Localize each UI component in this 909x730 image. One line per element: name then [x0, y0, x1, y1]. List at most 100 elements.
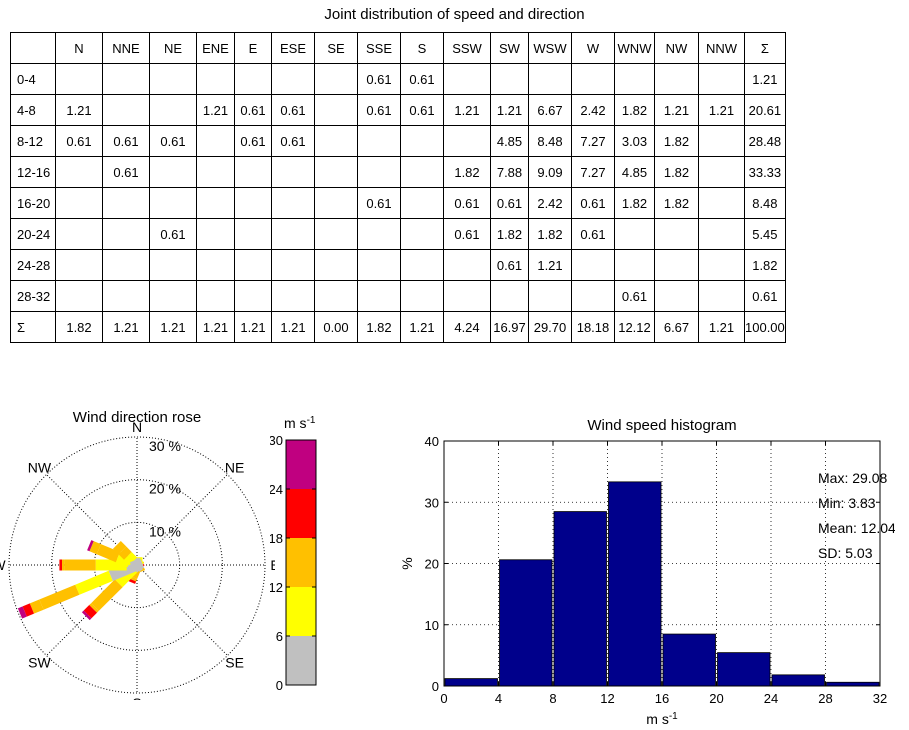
table-column-header: E: [234, 32, 272, 64]
table-row: 20-24 0.61 0.61 1.82 1.82 0.61 5.45: [10, 218, 786, 250]
table-column-header: SW: [490, 32, 529, 64]
wind-rose-chart: Wind direction rose 10 % 20 % 30 % N NE E SE S SW…: [0, 409, 275, 700]
rose-title: Wind direction rose: [73, 409, 201, 426]
table-cell: [443, 249, 491, 281]
rose-bar-segment: [64, 559, 96, 571]
table-cell: 1.82: [654, 156, 699, 188]
table-cell: 5.45: [744, 218, 786, 250]
table-cell: [314, 249, 358, 281]
rose-bar-segment: [113, 541, 127, 555]
table-cell: 8.48: [744, 187, 786, 219]
table-cell: 1.21: [196, 311, 235, 343]
joint-distribution-table: N NNE NE ENE E ESE SE SSE S SSW SW WSW W WNW NW NNW Σ 0-4…: [10, 32, 786, 343]
table-cell: [443, 280, 491, 312]
rose-spoke: [136, 474, 228, 566]
table-cell: [196, 218, 235, 250]
table-cell: [400, 125, 444, 157]
colorbar-tick-label: 6: [276, 629, 283, 644]
table-cell: [196, 280, 235, 312]
table-cell: [443, 63, 491, 95]
colorbar-tick-label: 30: [270, 433, 283, 448]
table-cell: 6.67: [654, 311, 699, 343]
table-cell: 1.21: [698, 94, 745, 126]
table-cell: 1.21: [149, 311, 197, 343]
table-cell: [698, 187, 745, 219]
rose-ring: [8, 436, 266, 694]
rose-bar-segment: [17, 606, 27, 619]
rose-direction-label: SE: [225, 655, 244, 671]
histogram-xtick-label: 32: [873, 691, 887, 706]
rose-bar-segment: [62, 559, 65, 571]
histogram-ytick-label: 40: [425, 434, 439, 449]
table-column-header: S: [400, 32, 444, 64]
table-cell: 1.21: [654, 94, 699, 126]
rose-spoke: [136, 564, 228, 656]
rose-bar-segment: [124, 552, 138, 566]
table-cell: [528, 280, 572, 312]
histogram-xtick-label: 28: [818, 691, 832, 706]
table-cell: [400, 280, 444, 312]
rose-bar-segment: [75, 570, 113, 595]
table-cell: [102, 187, 150, 219]
table-corner-cell: [10, 32, 56, 64]
table-cell: [196, 249, 235, 281]
table-cell: 33.33: [744, 156, 786, 188]
table-cell: 4.85: [614, 156, 655, 188]
table-cell: [400, 156, 444, 188]
table-cell: [443, 125, 491, 157]
table-row-label: 20-24: [10, 218, 56, 250]
table-cell: [149, 187, 197, 219]
table-cell: 20.61: [744, 94, 786, 126]
table-cell: [55, 249, 103, 281]
rose-bar-segment: [118, 546, 132, 560]
table-row: 24-28 0.61 1.21 1.82: [10, 249, 786, 281]
table-cell: 7.88: [490, 156, 529, 188]
table-cell: 0.61: [271, 125, 315, 157]
table-cell: 0.61: [149, 218, 197, 250]
histogram-xlabel: m s-1: [646, 711, 678, 728]
table-cell: [698, 249, 745, 281]
table-column-header: NE: [149, 32, 197, 64]
table-cell: [234, 280, 272, 312]
table-cell: [271, 280, 315, 312]
table-cell: 1.21: [102, 311, 150, 343]
table-cell: 0.61: [102, 125, 150, 157]
table-cell: [234, 187, 272, 219]
table-cell: 18.18: [571, 311, 615, 343]
table-cell: 1.82: [443, 156, 491, 188]
histogram-bar: [826, 681, 880, 687]
table-cell: 0.61: [614, 280, 655, 312]
table-cell: 0.61: [571, 187, 615, 219]
table-cell: 0.61: [571, 218, 615, 250]
table-cell: 1.82: [357, 311, 401, 343]
table-cell: [234, 63, 272, 95]
table-cell: 7.27: [571, 125, 615, 157]
table-cell: [55, 156, 103, 188]
rose-direction-label: NW: [28, 459, 52, 475]
table-cell: [55, 218, 103, 250]
table-cell: [234, 156, 272, 188]
histogram-title: Wind speed histogram: [587, 417, 736, 434]
table-cell: [698, 125, 745, 157]
histogram-bar: [444, 678, 498, 687]
table-cell: [271, 249, 315, 281]
table-cell: [314, 280, 358, 312]
table-row-label: 16-20: [10, 187, 56, 219]
table-row-label: 28-32: [10, 280, 56, 312]
table-cell: [698, 156, 745, 188]
table-cell: 0.61: [443, 218, 491, 250]
table-cell: [400, 218, 444, 250]
rose-direction-label: SW: [28, 655, 51, 671]
table-cell: 1.21: [196, 94, 235, 126]
table-cell: 29.70: [528, 311, 572, 343]
table-row: 12-16 0.61 1.82 7.88 9.09 7.27 4.85 1.82 33.33: [10, 156, 786, 188]
table-row: 8-12 0.61 0.61 0.61 0.61 0.61 4.85 8.48 7.27 3.03…: [10, 125, 786, 157]
table-cell: 1.21: [400, 311, 444, 343]
colorbar-band: [286, 587, 316, 636]
table-cell: 0.61: [400, 63, 444, 95]
colorbar-tick-label: 24: [270, 482, 283, 497]
table-row-label: 24-28: [10, 249, 56, 281]
table-cell: 0.61: [400, 94, 444, 126]
rose-bar-segment: [29, 599, 44, 614]
table-cell: 2.42: [528, 187, 572, 219]
